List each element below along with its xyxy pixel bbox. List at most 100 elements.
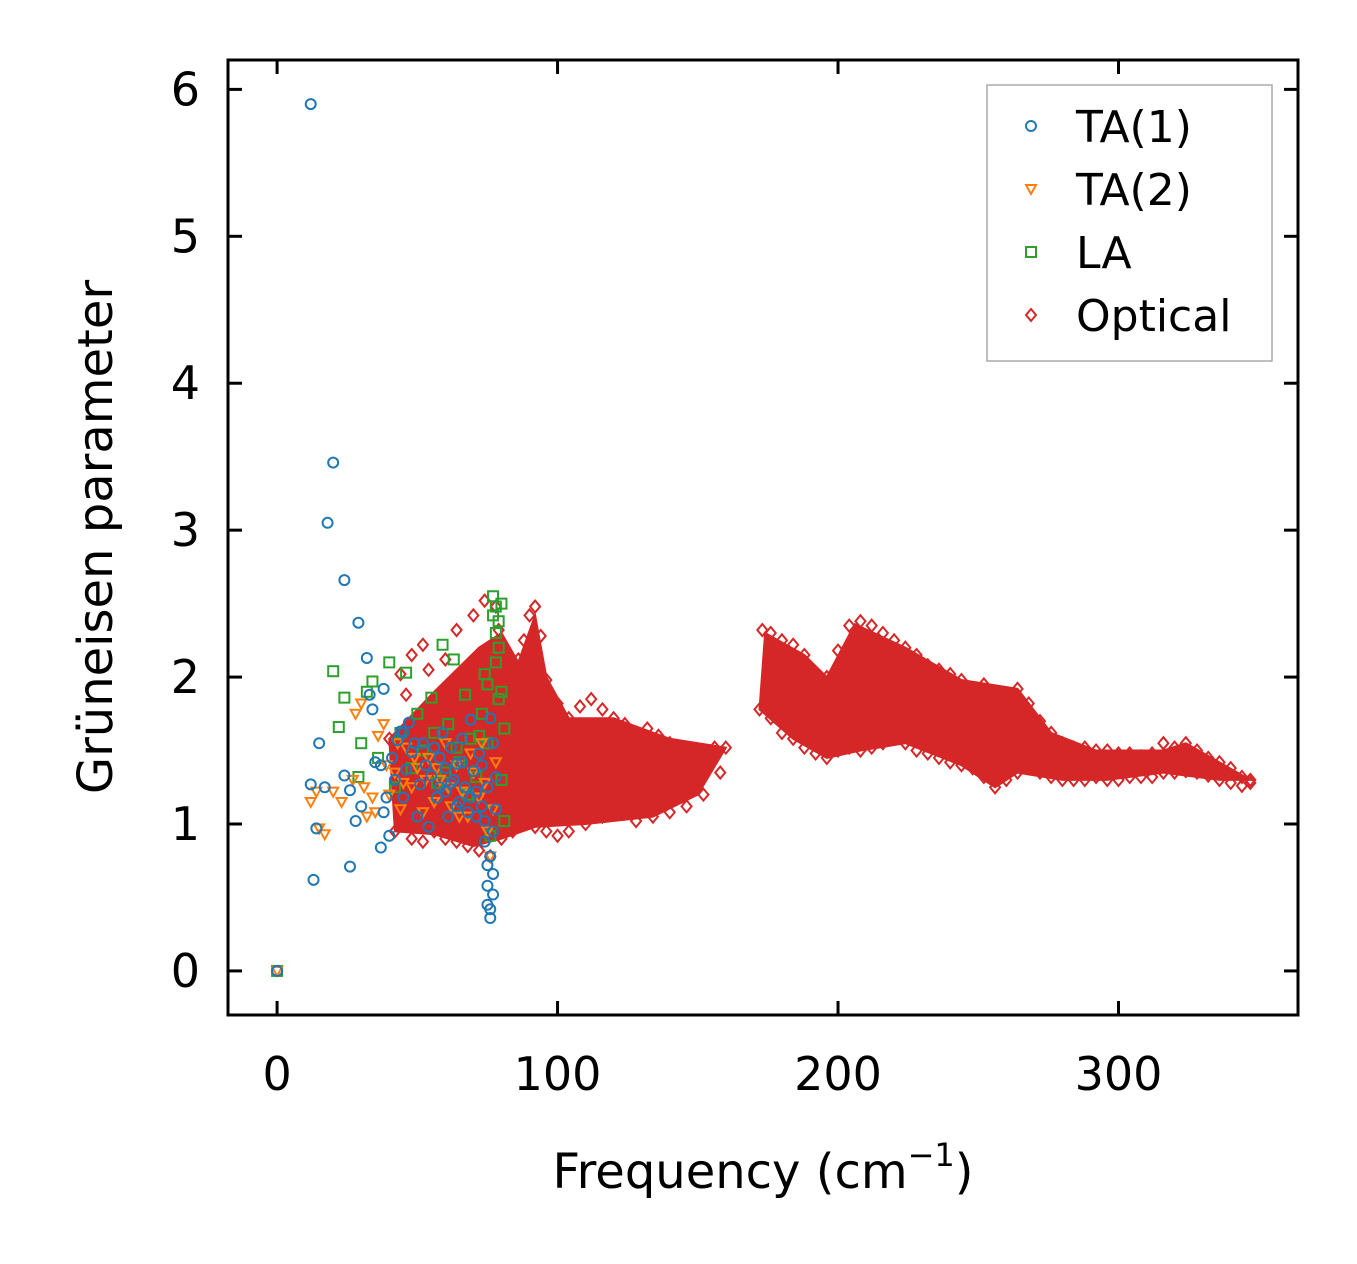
x-tick-label: 200 xyxy=(794,1047,882,1101)
data-point xyxy=(360,651,373,664)
data-point xyxy=(354,698,368,711)
data-point xyxy=(511,651,525,668)
data-point xyxy=(1044,769,1058,785)
data-point xyxy=(344,860,357,873)
data-point xyxy=(775,725,789,741)
data-point xyxy=(487,825,500,838)
data-point xyxy=(484,903,497,916)
data-point xyxy=(1000,687,1013,703)
data-point xyxy=(977,769,991,785)
plot-area xyxy=(270,98,1257,978)
data-point xyxy=(719,740,733,756)
data-point xyxy=(831,643,845,659)
data-point xyxy=(408,737,421,750)
data-point xyxy=(663,735,677,751)
data-point xyxy=(1235,769,1249,785)
data-point xyxy=(478,835,491,848)
data-point xyxy=(629,813,643,829)
data-point xyxy=(932,662,946,678)
data-point xyxy=(399,687,413,703)
data-point xyxy=(450,622,463,638)
data-point xyxy=(492,641,505,654)
data-point xyxy=(1145,769,1159,785)
data-point xyxy=(489,757,503,770)
data-point xyxy=(321,516,334,529)
data-point xyxy=(489,627,502,639)
data-point xyxy=(464,713,477,726)
data-point xyxy=(374,759,387,772)
data-point xyxy=(1056,772,1069,788)
data-point xyxy=(326,786,340,799)
data-point xyxy=(450,834,463,850)
data-point xyxy=(439,766,452,779)
data-point xyxy=(809,666,822,682)
data-point xyxy=(334,796,349,810)
data-point xyxy=(458,781,471,794)
data-point xyxy=(400,763,413,776)
data-point xyxy=(910,647,923,663)
data-point xyxy=(405,647,419,663)
data-point xyxy=(629,725,643,741)
data-point xyxy=(607,710,620,726)
legend-marker xyxy=(1025,246,1037,258)
data-point xyxy=(809,745,822,762)
data-point xyxy=(407,752,422,765)
data-point xyxy=(439,762,452,775)
data-point xyxy=(876,625,890,641)
data-point xyxy=(1022,695,1036,712)
data-point xyxy=(498,815,511,828)
data-point xyxy=(371,730,385,743)
legend-label: TA(2) xyxy=(1075,165,1192,216)
data-point xyxy=(461,838,475,854)
data-point xyxy=(865,740,878,756)
x-tick-label: 0 xyxy=(262,1047,291,1101)
data-point xyxy=(433,781,446,794)
data-point xyxy=(842,740,856,756)
data-point xyxy=(842,618,856,634)
y-axis-label: Grüneisen parameter xyxy=(68,280,124,795)
data-point xyxy=(405,782,419,795)
data-point xyxy=(1100,742,1114,759)
data-point xyxy=(416,637,430,653)
data-point xyxy=(584,691,598,707)
data-point xyxy=(596,701,609,717)
data-point xyxy=(1145,745,1159,762)
data-point xyxy=(475,800,488,813)
data-point xyxy=(1078,740,1092,756)
data-point xyxy=(528,819,542,835)
data-point xyxy=(1011,765,1024,781)
data-point xyxy=(318,781,331,794)
data-point xyxy=(405,831,419,847)
data-point xyxy=(487,609,500,622)
data-point xyxy=(988,684,1002,700)
data-point xyxy=(988,779,1002,795)
data-point xyxy=(1022,760,1036,776)
data-point xyxy=(388,767,402,780)
data-point xyxy=(464,791,477,804)
data-point xyxy=(652,728,665,744)
data-point xyxy=(307,873,320,886)
data-point xyxy=(467,607,480,623)
data-point xyxy=(442,810,455,823)
data-point xyxy=(338,574,351,587)
y-tick-label: 5 xyxy=(171,209,200,263)
data-point xyxy=(910,742,923,759)
data-point xyxy=(481,781,494,794)
data-point xyxy=(393,804,408,817)
data-point xyxy=(887,632,901,648)
data-point xyxy=(444,801,458,814)
data-point xyxy=(383,829,396,842)
data-point xyxy=(1089,769,1103,785)
data-point xyxy=(481,879,494,892)
data-point xyxy=(562,710,576,726)
data-point xyxy=(344,784,357,797)
data-point xyxy=(410,763,425,776)
data-point xyxy=(921,745,935,762)
data-point xyxy=(450,757,463,770)
data-point xyxy=(447,773,460,786)
data-point xyxy=(618,716,632,732)
data-point xyxy=(1190,765,1204,781)
data-point xyxy=(444,710,458,726)
data-point xyxy=(820,669,834,685)
